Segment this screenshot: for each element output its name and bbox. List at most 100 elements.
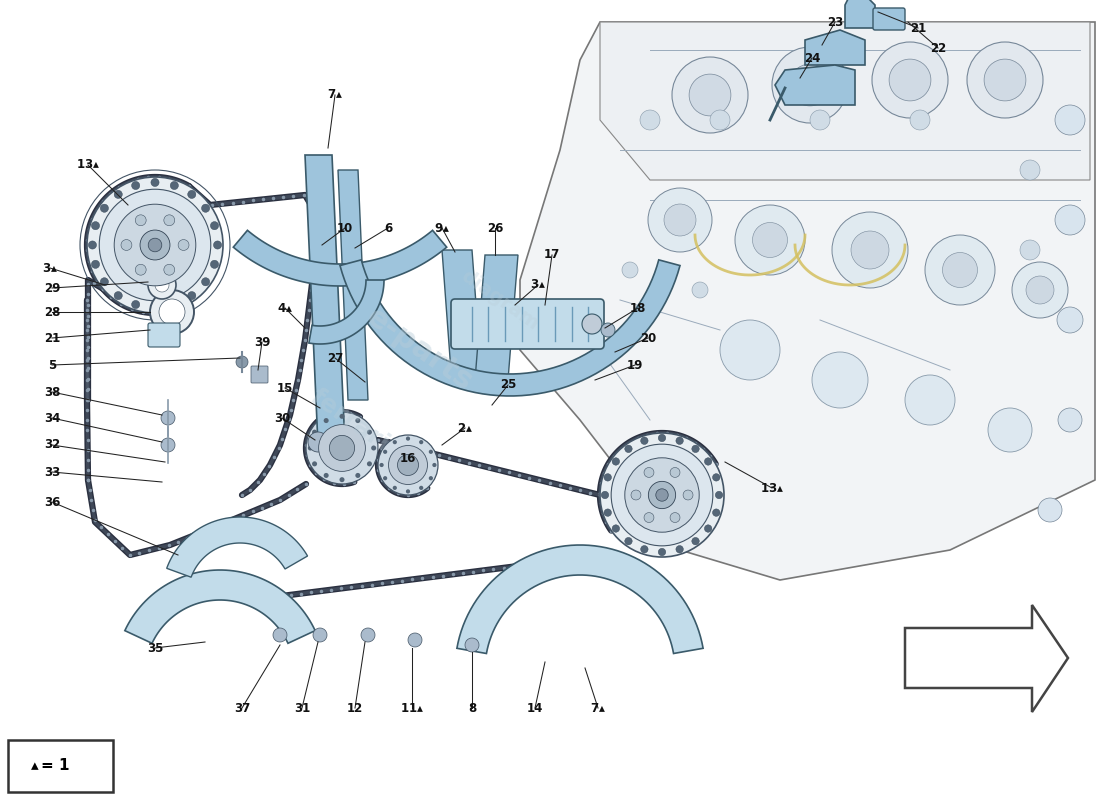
Circle shape: [99, 190, 211, 301]
Polygon shape: [475, 255, 518, 380]
Text: 20: 20: [640, 331, 656, 345]
Polygon shape: [233, 230, 447, 286]
Text: 7$\blacktriangle$: 7$\blacktriangle$: [590, 702, 606, 714]
Circle shape: [689, 74, 730, 116]
Circle shape: [675, 437, 683, 445]
Circle shape: [210, 260, 219, 269]
Text: 24: 24: [804, 51, 821, 65]
Circle shape: [625, 458, 700, 532]
Circle shape: [832, 212, 908, 288]
Circle shape: [170, 182, 178, 190]
Circle shape: [1026, 276, 1054, 304]
Circle shape: [210, 222, 219, 230]
Text: 19: 19: [627, 358, 644, 371]
Circle shape: [329, 435, 354, 461]
Circle shape: [604, 509, 612, 516]
Circle shape: [812, 352, 868, 408]
Text: 3$\blacktriangle$: 3$\blacktriangle$: [530, 278, 546, 291]
Text: 17: 17: [543, 249, 560, 262]
Circle shape: [675, 546, 683, 553]
Circle shape: [752, 222, 788, 258]
Circle shape: [710, 110, 730, 130]
Polygon shape: [305, 155, 345, 445]
Circle shape: [672, 57, 748, 133]
Circle shape: [967, 42, 1043, 118]
Text: e-parts: e-parts: [361, 302, 478, 398]
Circle shape: [323, 418, 329, 423]
Circle shape: [87, 177, 223, 313]
Text: 31: 31: [294, 702, 310, 714]
Circle shape: [429, 450, 433, 454]
Text: 9$\blacktriangle$: 9$\blacktriangle$: [434, 222, 450, 234]
Circle shape: [1057, 307, 1084, 333]
Text: 27: 27: [327, 351, 343, 365]
Polygon shape: [905, 605, 1068, 712]
Circle shape: [984, 59, 1026, 101]
Text: 37: 37: [234, 702, 250, 714]
Text: 36: 36: [44, 495, 60, 509]
Text: 8: 8: [468, 702, 476, 714]
Circle shape: [188, 190, 196, 198]
Circle shape: [148, 238, 162, 252]
Circle shape: [188, 291, 196, 300]
Circle shape: [135, 215, 146, 226]
Polygon shape: [520, 22, 1094, 580]
Circle shape: [140, 230, 170, 260]
Text: 11$\blacktriangle$: 11$\blacktriangle$: [400, 702, 425, 714]
Circle shape: [164, 215, 175, 226]
Circle shape: [161, 411, 175, 425]
Circle shape: [88, 241, 97, 249]
Circle shape: [132, 182, 140, 190]
Circle shape: [371, 446, 376, 450]
Circle shape: [319, 425, 365, 471]
Text: $\blacktriangle$: $\blacktriangle$: [30, 758, 40, 774]
FancyBboxPatch shape: [148, 323, 180, 347]
Circle shape: [1055, 105, 1085, 135]
Text: 18: 18: [630, 302, 646, 314]
Text: 25: 25: [499, 378, 516, 391]
Circle shape: [604, 474, 612, 481]
Circle shape: [150, 290, 194, 334]
Circle shape: [692, 538, 700, 545]
Circle shape: [100, 204, 109, 212]
Circle shape: [408, 633, 422, 647]
Circle shape: [155, 278, 169, 292]
Circle shape: [308, 432, 328, 452]
Circle shape: [432, 463, 437, 467]
Circle shape: [308, 446, 312, 450]
Circle shape: [1055, 205, 1085, 235]
Polygon shape: [845, 0, 875, 28]
Circle shape: [367, 462, 372, 466]
Circle shape: [383, 450, 387, 454]
Text: 16: 16: [399, 451, 416, 465]
Circle shape: [388, 446, 428, 485]
Polygon shape: [776, 65, 855, 105]
Text: 5: 5: [48, 358, 56, 371]
Circle shape: [429, 476, 433, 480]
Text: 32: 32: [44, 438, 60, 451]
Circle shape: [323, 473, 329, 478]
Text: 7$\blacktriangle$: 7$\blacktriangle$: [327, 89, 343, 102]
Polygon shape: [124, 570, 316, 643]
Circle shape: [582, 314, 602, 334]
Circle shape: [713, 509, 721, 516]
Circle shape: [872, 42, 948, 118]
Polygon shape: [340, 260, 680, 396]
Circle shape: [713, 474, 721, 481]
Polygon shape: [805, 30, 865, 65]
Circle shape: [121, 239, 132, 250]
Text: 21: 21: [910, 22, 926, 34]
Text: 6: 6: [384, 222, 392, 234]
Circle shape: [213, 241, 221, 249]
Circle shape: [312, 462, 317, 466]
Text: 15: 15: [277, 382, 294, 394]
Circle shape: [905, 375, 955, 425]
Circle shape: [601, 323, 615, 337]
Circle shape: [314, 628, 327, 642]
Text: 38: 38: [44, 386, 60, 398]
Circle shape: [100, 278, 109, 286]
Circle shape: [201, 204, 210, 212]
Circle shape: [988, 408, 1032, 452]
Text: 34: 34: [44, 411, 60, 425]
Circle shape: [367, 430, 372, 434]
